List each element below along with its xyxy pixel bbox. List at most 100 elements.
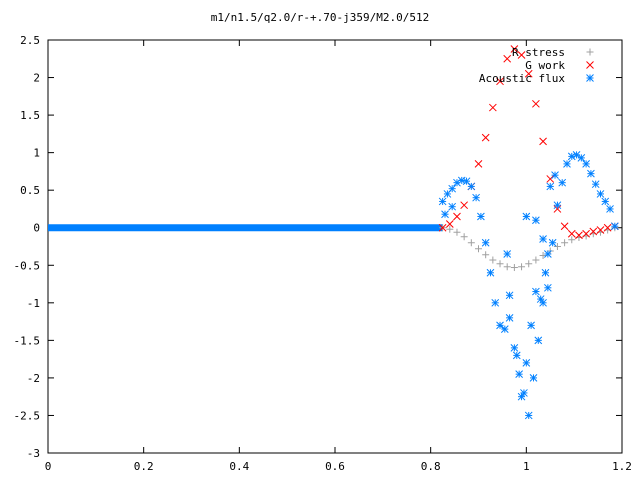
y-tick-label: -2: [27, 372, 40, 385]
x-tick-label: 0.8: [421, 460, 441, 473]
data-point: [460, 201, 469, 210]
data-point: [510, 344, 519, 352]
data-point: [467, 182, 476, 191]
data-point: [475, 245, 482, 253]
legend-marker: [586, 74, 594, 82]
data-point: [534, 336, 543, 345]
data-point: [517, 392, 526, 401]
data-point: [482, 251, 490, 259]
axis-ticks: 0 0.2 0.4 0.6 0.8 1 1.2 2.5 2 1.5 1 0.5 0 -0.5 -1 -1.5 -…: [14, 34, 632, 473]
data-point: [563, 160, 571, 168]
legend-label: R stress: [512, 46, 565, 59]
y-tick-label: 0: [33, 222, 40, 235]
x-tick-label: 0.4: [229, 460, 249, 473]
data-point: [517, 51, 526, 59]
data-point: [603, 223, 612, 232]
data-point: [446, 225, 454, 233]
data-point: [541, 268, 550, 277]
data-point: [610, 222, 619, 231]
data-point: [496, 321, 504, 330]
data-point: [481, 238, 490, 247]
data-point: [510, 45, 519, 53]
data-point: [567, 152, 576, 161]
data-point: [522, 212, 531, 221]
data-point: [532, 99, 540, 108]
series-2: [438, 151, 619, 420]
data-point: [467, 239, 475, 247]
data-point: [582, 160, 590, 168]
x-tick-label: 0.6: [325, 460, 345, 473]
y-tick-label: 1: [33, 147, 40, 160]
data-point: [582, 229, 590, 238]
data-point: [453, 228, 461, 236]
data-point: [601, 197, 610, 206]
data-point: [575, 231, 583, 240]
data-point: [503, 54, 512, 63]
data-point: [510, 264, 518, 272]
data-point: [548, 238, 557, 247]
data-point: [539, 137, 547, 146]
data-point: [453, 178, 461, 187]
data-point: [532, 287, 540, 296]
plot-frame: [47, 39, 623, 454]
data-point: [486, 268, 495, 277]
data-point: [477, 212, 485, 221]
data-point: [558, 178, 567, 187]
legend-marker: [586, 48, 594, 56]
legend-label: Acoustic flux: [479, 72, 565, 85]
data-point: [551, 171, 559, 180]
data-point: [512, 351, 521, 360]
data-point: [527, 321, 535, 330]
data-point: [560, 222, 569, 231]
data-point: [489, 256, 497, 264]
x-tick-label: 0: [45, 460, 52, 473]
data-point: [488, 103, 497, 112]
data-point: [460, 233, 468, 241]
data-point: [515, 370, 524, 379]
data-point: [448, 202, 457, 211]
data-point: [445, 220, 454, 228]
data-point: [577, 154, 586, 162]
data-point: [448, 184, 457, 193]
data-point: [568, 236, 576, 244]
data-point: [524, 411, 533, 420]
data-point: [532, 216, 540, 225]
data-point: [539, 252, 547, 260]
data-point: [546, 175, 555, 183]
chart-title: m1/n1.5/q2.0/r-+.70-j359/M2.0/512: [211, 11, 430, 24]
data-point: [561, 239, 569, 247]
y-tick-label: -1.5: [14, 334, 41, 347]
legend-label: G work: [525, 59, 565, 72]
data-point: [567, 229, 576, 238]
data-point: [453, 212, 461, 221]
data-point: [596, 226, 605, 234]
data-point: [553, 243, 561, 250]
y-tick-label: -1: [27, 297, 40, 310]
data-point: [596, 190, 605, 198]
series-layer: [48, 45, 619, 420]
data-point: [536, 295, 545, 303]
data-point: [496, 77, 504, 86]
data-point: [587, 169, 595, 178]
data-point: [591, 180, 600, 189]
x-tick-label: 1: [523, 460, 530, 473]
data-point: [524, 69, 533, 78]
data-point: [491, 298, 500, 307]
data-point: [503, 250, 512, 258]
data-point: [532, 256, 540, 264]
x-tick-label: 1.2: [612, 460, 632, 473]
data-point: [438, 197, 447, 206]
data-point: [546, 182, 555, 191]
data-point: [503, 263, 511, 271]
legend-marker: [586, 61, 594, 69]
data-point: [553, 201, 562, 210]
data-point: [544, 250, 552, 258]
y-tick-label: 0.5: [20, 184, 40, 197]
data-point: [539, 235, 547, 243]
data-point: [496, 260, 504, 268]
data-point: [518, 263, 526, 271]
y-tick-label: 2.5: [20, 34, 40, 47]
data-point: [441, 210, 449, 219]
